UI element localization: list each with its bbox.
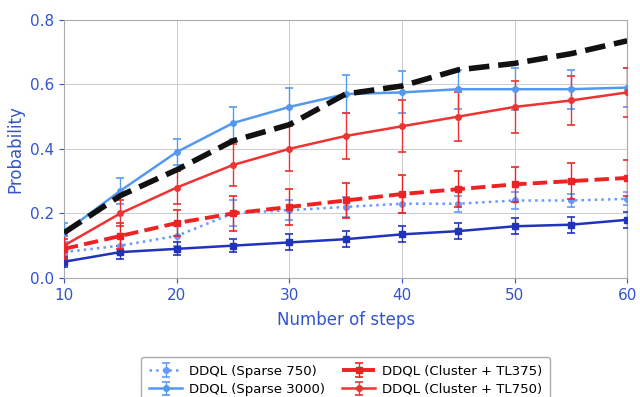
Y-axis label: Probability: Probability [6, 105, 24, 193]
LA(4) [229, 139, 237, 143]
LA(4) [173, 168, 180, 172]
LA(4) [454, 67, 462, 72]
LA(4) [567, 51, 575, 56]
LA(4) [285, 122, 293, 127]
Line: LA(4): LA(4) [64, 41, 627, 233]
X-axis label: Number of steps: Number of steps [276, 311, 415, 329]
Legend: DDQL (Sparse 750), DDQL (Sparse 3000), DDQL (Cluster 3000), DDQL (Cluster + TL37: DDQL (Sparse 750), DDQL (Sparse 3000), D… [141, 357, 550, 397]
LA(4) [60, 230, 68, 235]
LA(4) [398, 84, 406, 89]
LA(4) [511, 61, 518, 66]
LA(4) [116, 193, 124, 198]
LA(4) [623, 39, 631, 43]
LA(4) [342, 92, 349, 96]
